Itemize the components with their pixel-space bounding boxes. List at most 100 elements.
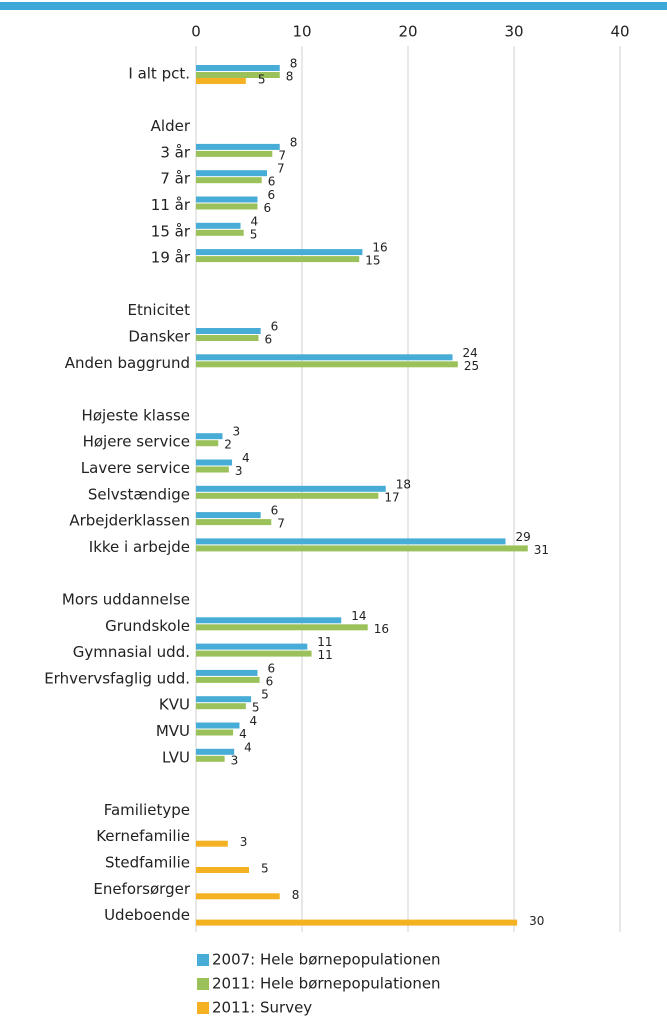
category-label: I alt pct.	[128, 65, 190, 83]
x-tick-label: 30	[504, 23, 523, 41]
data-label: 6	[266, 674, 274, 688]
bar	[196, 485, 386, 492]
data-label: 31	[534, 543, 549, 557]
bar	[196, 466, 229, 473]
data-label: 3	[240, 835, 248, 849]
data-label: 4	[251, 214, 259, 228]
bar	[196, 143, 280, 150]
bar	[196, 643, 308, 650]
bar	[196, 676, 260, 683]
bar	[196, 650, 312, 657]
data-label: 4	[249, 714, 257, 728]
category-label: Arbejderklassen	[69, 512, 190, 530]
bar	[196, 229, 244, 236]
category-label: KVU	[159, 696, 190, 714]
data-label: 16	[374, 622, 389, 636]
category-label: 19 år	[151, 249, 191, 267]
data-label: 3	[231, 753, 239, 767]
bar	[196, 78, 246, 84]
legend-swatch	[197, 954, 209, 966]
data-label: 15	[365, 254, 380, 268]
bar	[196, 203, 258, 210]
category-label: Højere service	[83, 433, 190, 451]
category-label: Familietype	[104, 801, 190, 819]
data-label: 14	[351, 609, 366, 623]
category-label: Alder	[151, 117, 191, 135]
bar	[196, 335, 259, 341]
bar	[196, 729, 234, 736]
data-label: 6	[268, 175, 276, 189]
data-label: 8	[290, 135, 298, 149]
bar	[196, 492, 379, 499]
data-label: 11	[317, 635, 332, 649]
bar	[196, 150, 273, 157]
data-label: 30	[529, 914, 544, 928]
x-tick-label: 10	[292, 23, 311, 41]
category-label: LVU	[162, 748, 190, 766]
category-label: 15 år	[151, 222, 191, 240]
category-label: Gymnasial udd.	[73, 643, 190, 661]
data-label: 7	[277, 162, 285, 176]
bar	[196, 328, 261, 334]
legend-swatch	[197, 1002, 209, 1014]
top-stripe	[0, 2, 667, 10]
data-label: 29	[516, 530, 531, 544]
data-label: 6	[267, 188, 275, 202]
bar	[196, 669, 258, 676]
bar	[196, 65, 280, 71]
data-label: 7	[278, 148, 286, 162]
bar	[196, 177, 262, 184]
bar	[196, 72, 280, 78]
legend-swatch	[197, 978, 209, 990]
bar	[196, 512, 261, 519]
bar	[196, 919, 518, 926]
bar	[196, 433, 223, 440]
data-label: 8	[286, 70, 294, 84]
data-label: 8	[292, 888, 300, 902]
data-label: 18	[396, 477, 411, 491]
legend-label: 2011: Survey	[212, 999, 312, 1017]
data-label: 3	[235, 464, 243, 478]
category-label: Stedfamilie	[105, 854, 190, 872]
bar	[196, 755, 225, 762]
category-label: MVU	[156, 722, 190, 740]
bar	[196, 196, 258, 203]
legend-label: 2007: Hele børnepopulationen	[212, 951, 441, 969]
bar	[196, 459, 233, 466]
data-label: 5	[258, 73, 266, 87]
category-label: Anden baggrund	[65, 354, 190, 372]
category-label: Dansker	[128, 328, 190, 346]
bar	[196, 361, 458, 368]
data-label: 5	[261, 862, 269, 876]
data-label: 3	[233, 425, 241, 439]
bar	[196, 256, 360, 263]
bar	[196, 748, 235, 755]
category-label: 11 år	[151, 196, 191, 214]
data-label: 4	[244, 740, 252, 754]
bar	[196, 840, 228, 847]
data-label: 16	[372, 241, 387, 255]
category-label: Etnicitet	[128, 301, 191, 319]
x-tick-label: 0	[191, 23, 201, 41]
bar	[196, 545, 528, 552]
data-label: 8	[290, 57, 298, 71]
bar	[196, 440, 219, 447]
data-label: 6	[267, 661, 275, 675]
bar	[196, 354, 453, 361]
bar	[196, 170, 268, 177]
data-label: 6	[265, 333, 273, 347]
category-label: Eneforsørger	[93, 880, 190, 898]
legend-label: 2011: Hele børnepopulationen	[212, 975, 441, 993]
data-label: 2	[224, 438, 232, 452]
bar	[196, 624, 368, 631]
data-label: 11	[318, 648, 333, 662]
category-label: Kernefamilie	[96, 827, 190, 845]
bar	[196, 696, 252, 703]
data-label: 25	[464, 359, 479, 373]
category-label: Ikke i arbejde	[89, 538, 190, 556]
category-label: Lavere service	[81, 459, 190, 477]
data-label: 17	[384, 490, 399, 504]
data-label: 5	[250, 227, 258, 241]
category-label: Erhvervsfaglig udd.	[44, 669, 190, 687]
